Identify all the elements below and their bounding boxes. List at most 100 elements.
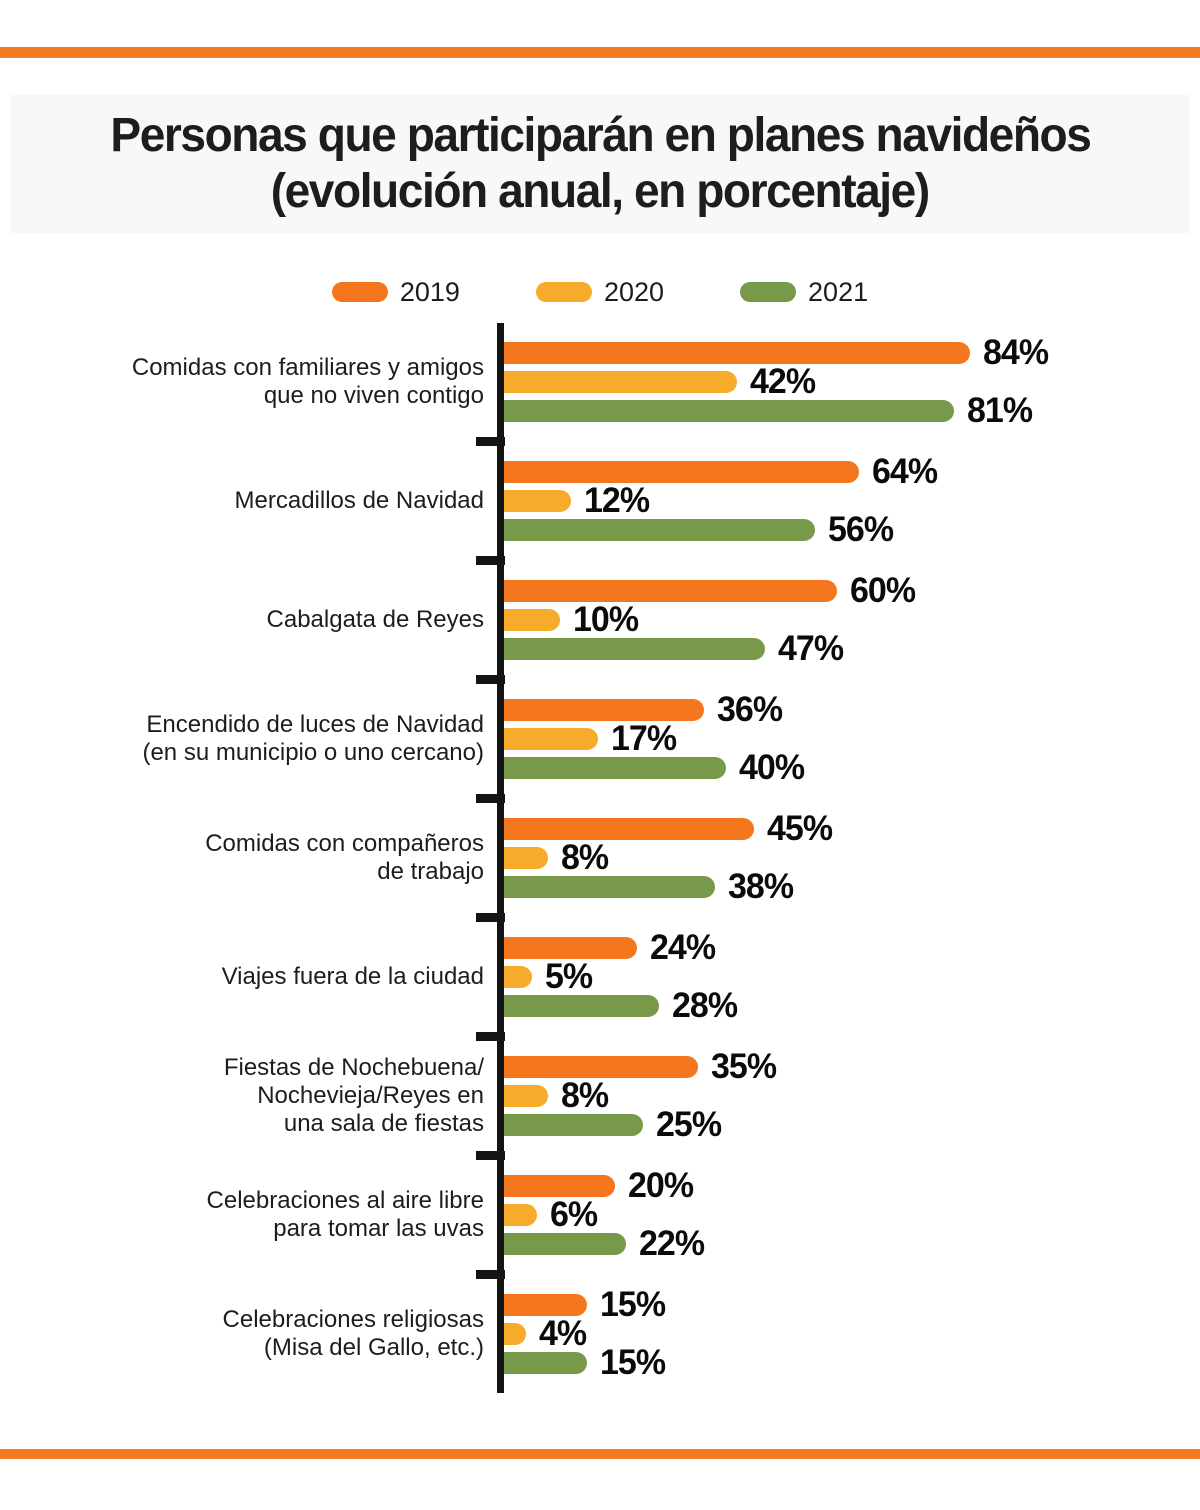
bar-2021 — [504, 1351, 588, 1374]
bar-row: 24% — [504, 927, 1200, 967]
category-label: Encendido de luces de Navidad (en su muni… — [0, 711, 484, 767]
value-label: 47% — [777, 629, 844, 669]
category-label: Cabalgata de Reyes — [0, 606, 484, 634]
legend-label: 2020 — [603, 276, 665, 307]
bar-2020 — [504, 1322, 527, 1345]
bar-row: 35% — [504, 1046, 1200, 1086]
bar-2020 — [504, 371, 738, 394]
category-group: Comidas con compañeros de trabajo 45% 8% 38% — [0, 794, 1200, 918]
legend: 2019 2020 2021 — [0, 272, 1200, 312]
bar-row: 4% — [504, 1313, 1200, 1353]
category-bars: 15% 4% 15% — [484, 1284, 1200, 1382]
legend-swatch-2020 — [535, 282, 592, 302]
category-group: Encendido de luces de Navidad (en su muni… — [0, 675, 1200, 799]
category-label-line: Viajes fuera de la ciudad — [221, 962, 484, 990]
value-label: 84% — [983, 333, 1049, 373]
bar-2021 — [504, 1113, 643, 1136]
bar-row: 36% — [504, 690, 1200, 730]
category-label: Mercadillos de Navidad — [0, 487, 484, 515]
category-bars: 36% 17% 40% — [484, 690, 1200, 788]
bar-2020 — [504, 728, 599, 751]
category-label-line: Celebraciones religiosas — [222, 1305, 484, 1333]
bar-2019 — [504, 818, 754, 840]
bar-2019 — [504, 1174, 615, 1197]
value-label: 35% — [711, 1046, 777, 1086]
category-label-line: Encendido de luces de Navidad — [146, 711, 484, 739]
bar-2021 — [504, 519, 815, 542]
category-label-line: Celebraciones al aire libre — [206, 1186, 484, 1214]
chart-title-block: Personas que participarán en planes navi… — [10, 95, 1190, 233]
value-label: 25% — [655, 1104, 722, 1144]
category-group: Mercadillos de Navidad 64% 12% 56% — [0, 437, 1200, 561]
category-label-line: Cabalgata de Reyes — [266, 606, 484, 634]
bar-2019 — [504, 1293, 588, 1316]
value-label: 36% — [716, 690, 783, 730]
category-group: Celebraciones religiosas (Misa del Gallo,… — [0, 1269, 1200, 1393]
category-label: Comidas con compañeros de trabajo — [0, 830, 484, 886]
value-label: 40% — [739, 748, 805, 788]
bar-2021 — [504, 400, 954, 423]
bar-2020 — [504, 1084, 549, 1107]
bar-2021 — [504, 876, 715, 898]
category-label-line: Mercadillos de Navidad — [234, 487, 484, 515]
bar-2020 — [504, 965, 532, 988]
value-label: 28% — [672, 985, 738, 1025]
category-group: Viajes fuera de la ciudad 24% 5% 28% — [0, 912, 1200, 1036]
category-label: Comidas con familiares y amigos que no vi… — [0, 354, 484, 410]
bar-row: 40% — [504, 748, 1200, 788]
category-label-line: Fiestas de Nochebuena/ — [223, 1053, 484, 1081]
value-label: 17% — [611, 719, 677, 759]
bar-2021 — [504, 638, 765, 661]
bar-row: 15% — [504, 1284, 1200, 1324]
bar-row: 17% — [504, 719, 1200, 759]
category-bars: 84% 42% 81% — [484, 333, 1200, 431]
bar-row: 28% — [504, 985, 1200, 1025]
category-label-line: para tomar las uvas — [273, 1214, 484, 1242]
value-label: 6% — [550, 1194, 598, 1234]
category-label: Celebraciones al aire libre para tomar la… — [0, 1187, 484, 1243]
value-label: 81% — [966, 391, 1033, 431]
category-bars: 64% 12% 56% — [484, 454, 1200, 550]
value-label: 4% — [539, 1313, 587, 1353]
value-label: 5% — [544, 956, 593, 996]
bar-row: 25% — [504, 1104, 1200, 1144]
bar-row: 15% — [504, 1342, 1200, 1382]
category-label-line: Nochevieja/Reyes en — [257, 1081, 484, 1109]
bar-2019 — [504, 461, 860, 484]
category-group: Fiestas de Nochebuena/Nochevieja/Reyes e… — [0, 1031, 1200, 1155]
category-label-line: que no viven contigo — [263, 382, 484, 410]
bar-2019 — [504, 1055, 699, 1078]
category-label-line: (Misa del Gallo, etc.) — [263, 1333, 484, 1361]
bar-row: 84% — [504, 333, 1200, 373]
value-label: 15% — [600, 1342, 666, 1382]
category-bars: 60% 10% 47% — [484, 571, 1200, 669]
category-label: Viajes fuera de la ciudad — [0, 963, 484, 991]
category-bars: 45% 8% 38% — [484, 811, 1200, 904]
category-bars: 20% 6% 22% — [484, 1168, 1200, 1261]
value-label: 42% — [750, 362, 816, 402]
bar-row: 8% — [504, 1078, 1200, 1113]
bar-row: 60% — [504, 571, 1200, 611]
bar-row: 81% — [504, 391, 1200, 431]
bar-2019 — [504, 699, 704, 722]
bar-row: 20% — [504, 1168, 1200, 1203]
value-label: 24% — [650, 927, 716, 967]
category-group: Comidas con familiares y amigos que no vi… — [0, 323, 1200, 442]
value-label: 56% — [827, 510, 894, 550]
bar-row: 12% — [504, 483, 1200, 518]
category-label: Celebraciones religiosas (Misa del Gallo,… — [0, 1306, 484, 1362]
chart-subtitle: (evolución anual, en porcentaje) — [270, 165, 931, 218]
bar-2020 — [504, 609, 560, 632]
top-divider — [0, 47, 1200, 58]
category-bars: 35% 8% 25% — [484, 1046, 1200, 1144]
bar-2020 — [504, 490, 571, 513]
bar-2021 — [504, 757, 726, 780]
value-label: 60% — [850, 571, 916, 611]
bar-2020 — [504, 847, 549, 869]
bar-row: 42% — [504, 362, 1200, 402]
category-group: Celebraciones al aire libre para tomar la… — [0, 1150, 1200, 1274]
chart-title: Personas que participarán en planes navi… — [109, 109, 1091, 162]
bar-row: 47% — [504, 629, 1200, 669]
legend-item-2021: 2021 — [740, 278, 868, 306]
value-label: 15% — [600, 1284, 666, 1324]
